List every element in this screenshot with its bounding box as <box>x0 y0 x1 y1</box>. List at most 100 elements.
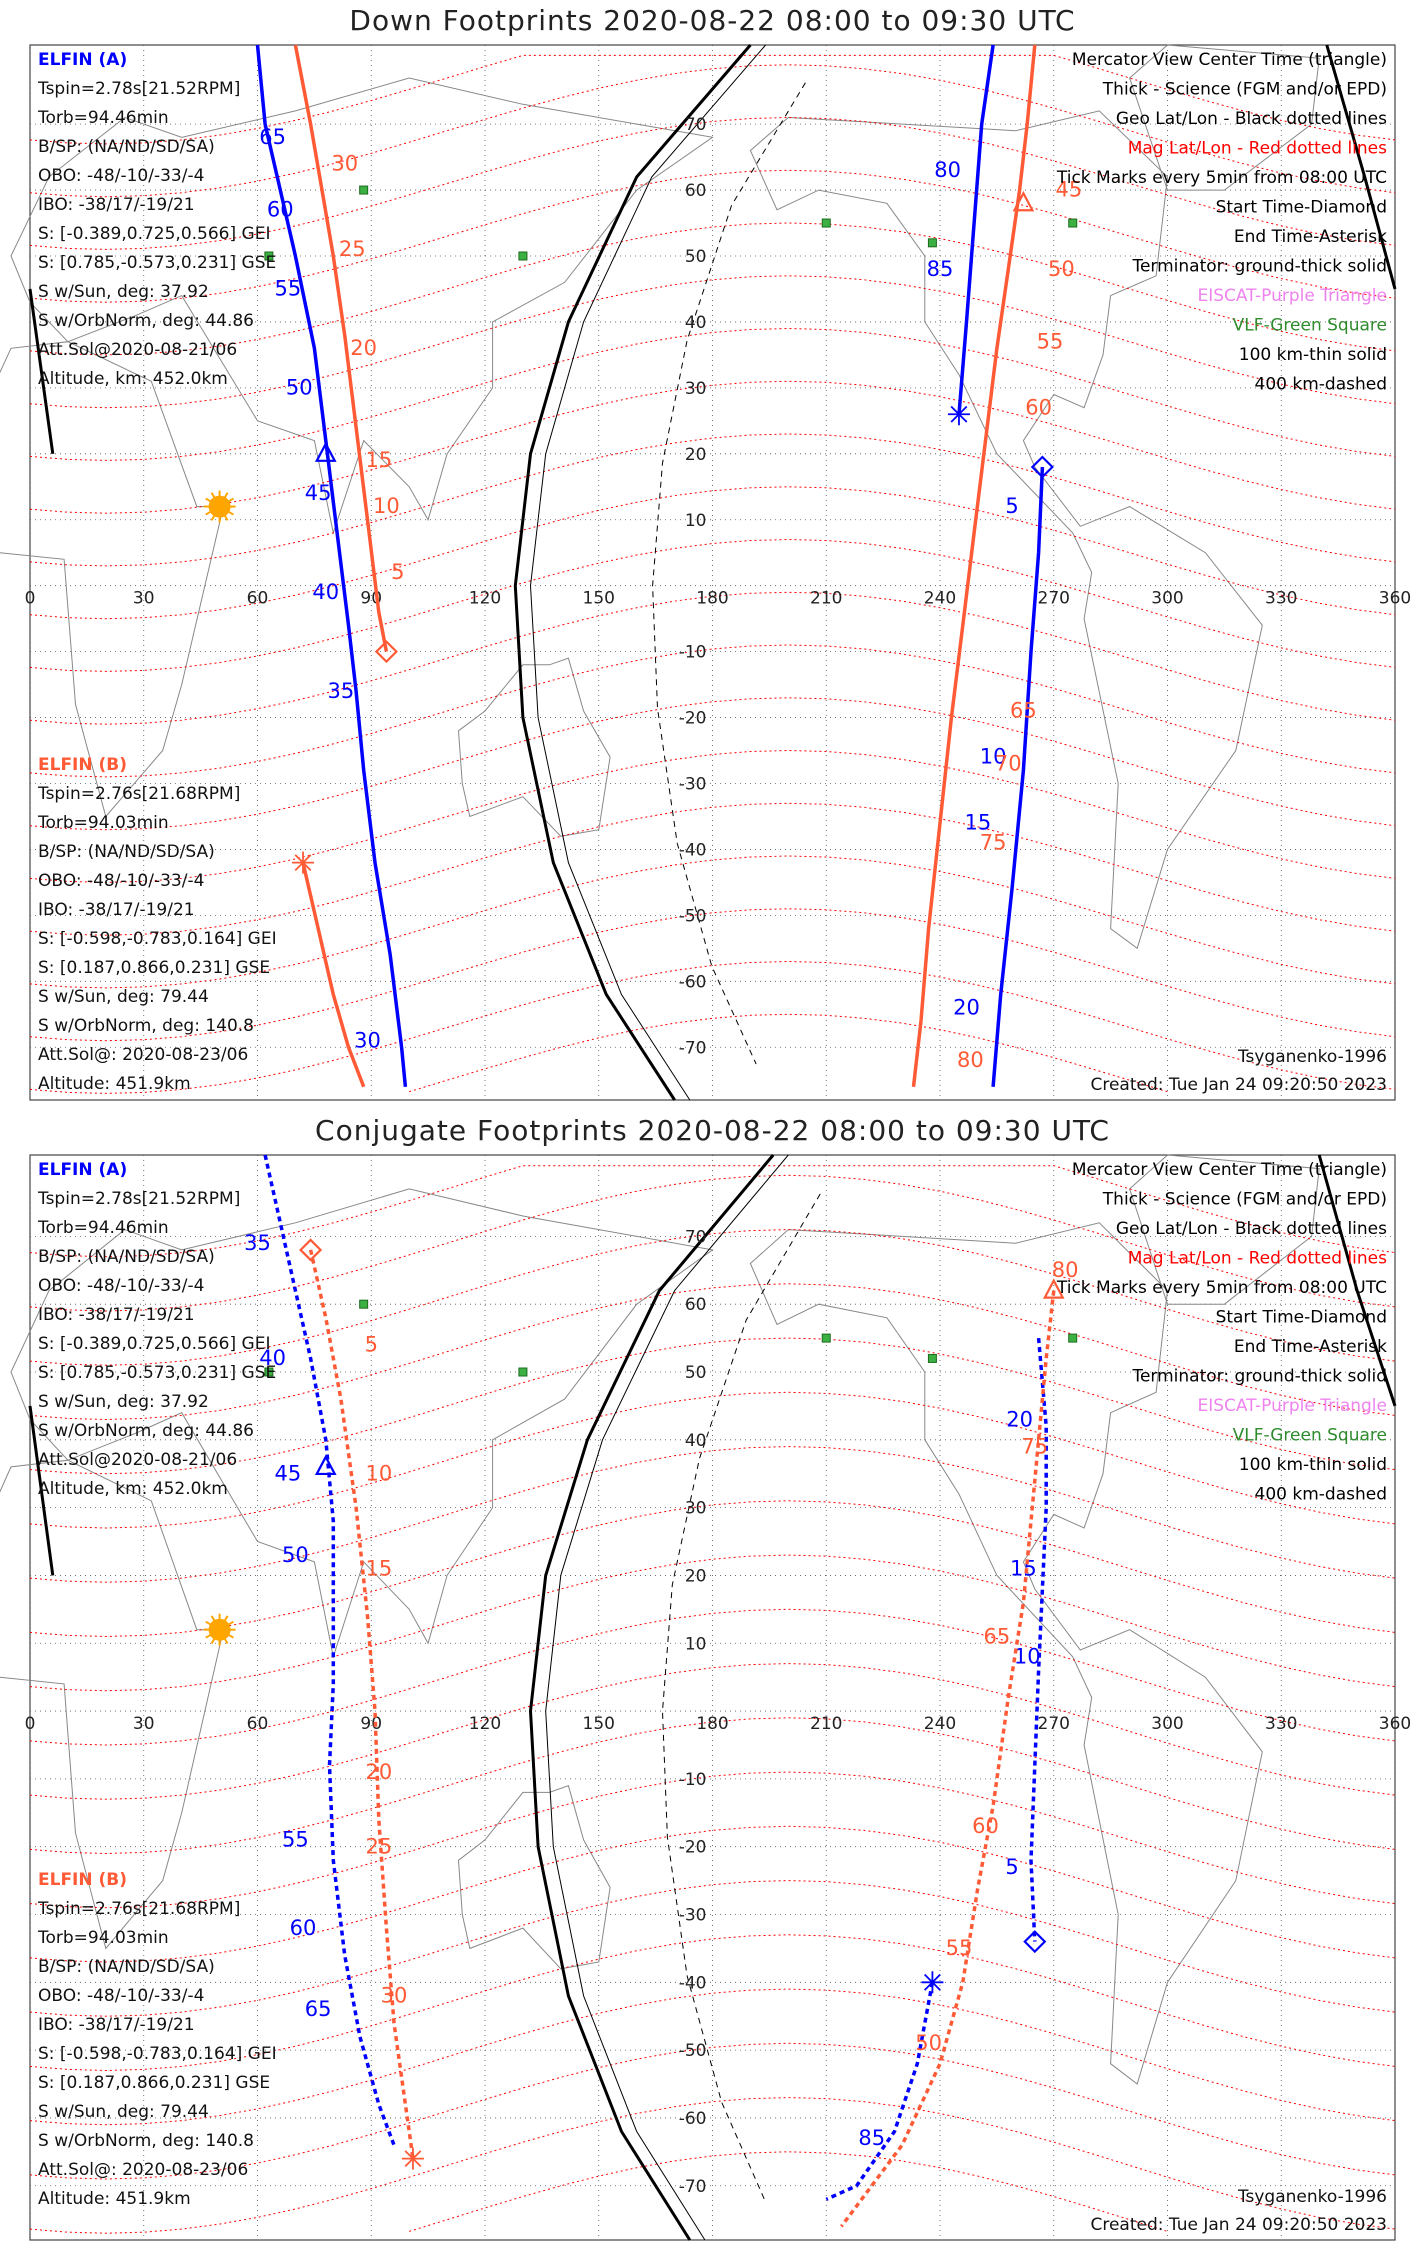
orbit-tick-label: 10 <box>365 1462 392 1486</box>
x-tick-label: 330 <box>1265 1714 1297 1734</box>
x-tick-label: 210 <box>810 1714 842 1734</box>
x-tick-label: 120 <box>469 589 501 609</box>
vlf-site-marker <box>821 1333 831 1343</box>
vlf-site-marker <box>1068 218 1078 228</box>
elfin-a-info-line: IBO: -38/17/-19/21 <box>38 195 195 215</box>
x-tick-label: 90 <box>360 1714 382 1734</box>
elfin-b-info-line: B/SP: (NA/ND/SD/SA) <box>38 842 215 862</box>
legend-entry: Thick - Science (FGM and/or EPD) <box>1102 80 1387 100</box>
orbit-tick-label: 20 <box>365 1760 392 1784</box>
vlf-site-marker <box>518 1367 528 1377</box>
elfin-a-info-line: B/SP: (NA/ND/SD/SA) <box>38 137 215 157</box>
y-tick-label: 50 <box>685 247 707 267</box>
orbit-tick-label: 30 <box>354 1028 381 1052</box>
y-tick-label: 20 <box>685 445 707 465</box>
coastline <box>0 1459 225 1950</box>
orbit-tick-label: 15 <box>365 1556 392 1580</box>
down-footprints-chart: 0 30 60 90 120 150 180 210 240 270 300 330 360706050… <box>0 44 1411 1101</box>
coastline <box>0 341 225 818</box>
y-tick-label: 30 <box>685 1499 707 1519</box>
orbit-tick-label: 15 <box>365 448 392 472</box>
model-label: Tsyganenko-1996 <box>1237 2187 1387 2207</box>
legend-entry: Geo Lat/Lon - Black dotted lines <box>1116 1219 1387 1239</box>
orbit-tick-label: 60 <box>290 1916 317 1940</box>
orbit-track <box>293 44 389 652</box>
y-tick-label: -50 <box>679 906 707 926</box>
x-tick-label: 330 <box>1265 589 1297 609</box>
x-tick-label: 0 <box>25 589 36 609</box>
orbit-tick-label: 15 <box>965 811 992 835</box>
orbit-tick-label: 20 <box>953 995 980 1019</box>
legend-entry: Thick - Science (FGM and/or EPD) <box>1102 1190 1387 1210</box>
y-tick-label: 30 <box>685 379 707 399</box>
x-tick-label: 120 <box>469 1714 501 1734</box>
elfin-b-info-line: Torb=94.03min <box>37 1928 169 1948</box>
orbit-tick-label: 80 <box>934 158 961 182</box>
orbit-tick-label: 25 <box>339 237 366 261</box>
legend-entry: Start Time-Diamond <box>1216 1308 1387 1328</box>
elfin-a-info-line: Tspin=2.78s[21.52RPM] <box>37 79 240 99</box>
elfin-b-info-line: Altitude: 451.9km <box>38 2189 191 2209</box>
elfin-a-info-line: OBO: -48/-10/-33/-4 <box>38 166 204 186</box>
orbit-tick-label: 55 <box>274 277 301 301</box>
legend-entry: VLF-Green Square <box>1233 1426 1387 1446</box>
x-tick-label: 180 <box>696 1714 728 1734</box>
y-tick-label: -50 <box>679 2041 707 2061</box>
elfin-a-info-line: S w/OrbNorm, deg: 44.86 <box>38 311 254 331</box>
start-time-diamond-marker <box>1023 1930 1047 1954</box>
orbit-tick-label: 30 <box>331 151 358 175</box>
elfin-a-info-line: S w/Sun, deg: 37.92 <box>38 282 209 302</box>
elfin-a-info-line: Att.Sol@2020-08-21/06 <box>38 1450 237 1470</box>
orbit-tick-label: 10 <box>373 494 400 518</box>
orbit-tick-label: 50 <box>915 2031 942 2055</box>
legend-entry: Start Time-Diamond <box>1216 198 1387 218</box>
orbit-tick-label: 45 <box>274 1462 301 1486</box>
orbit-tick-label: 65 <box>305 1997 332 2021</box>
orbit-track <box>255 44 408 1087</box>
start-time-diamond-marker <box>299 1238 323 1262</box>
orbit-tick-label: 75 <box>1021 1434 1048 1458</box>
y-tick-label: 40 <box>685 313 707 333</box>
vlf-site-marker <box>264 1367 274 1377</box>
asterisk-stroke <box>404 2150 422 2168</box>
elfin-b-info-line: S: [-0.598,-0.783,0.164] GEI <box>38 929 277 949</box>
end-time-asterisk-marker <box>921 1971 944 1994</box>
y-tick-label: -40 <box>679 1973 707 1993</box>
orbit-tick-label: 80 <box>1052 1258 1079 1282</box>
legend-entry: EISCAT-Purple Triangle <box>1197 286 1387 306</box>
y-tick-label: -70 <box>679 1038 707 1058</box>
terminator-ground <box>528 1154 775 2241</box>
elfin-b-info-line: Torb=94.03min <box>37 813 169 833</box>
mag-parallel <box>29 380 1396 514</box>
orbit-track <box>1029 1337 1048 1942</box>
legend-entry: Geo Lat/Lon - Black dotted lines <box>1116 109 1387 129</box>
chart-title: Down Footprints 2020-08-22 08:00 to 09:3… <box>349 4 1076 37</box>
terminator-ground <box>28 1405 55 1576</box>
end-time-asterisk-marker <box>292 851 314 874</box>
coastline <box>1129 44 1320 191</box>
elfin-b-info-line: Tspin=2.76s[21.68RPM] <box>37 784 240 804</box>
mag-parallel <box>29 54 1396 145</box>
y-tick-label: 20 <box>685 1566 707 1586</box>
elfin-a-info-line: IBO: -38/17/-19/21 <box>38 1305 195 1325</box>
elfin-a-info-line: S: [0.785,-0.573,0.231] GSE <box>38 253 276 273</box>
vlf-site-marker <box>1068 1333 1078 1343</box>
x-tick-label: 300 <box>1151 1714 1183 1734</box>
x-tick-label: 210 <box>810 589 842 609</box>
mag-parallel <box>29 1165 1396 1258</box>
x-tick-label: 30 <box>133 1714 155 1734</box>
mag-parallel <box>29 591 1396 725</box>
coastline <box>457 1785 611 1970</box>
created-timestamp: Created: Tue Jan 24 09:20:50 2023 <box>1090 1075 1387 1095</box>
x-tick-label: 300 <box>1151 589 1183 609</box>
elfin-a-info-line: Altitude, km: 452.0km <box>38 369 228 389</box>
y-tick-label: 40 <box>685 1431 707 1451</box>
y-tick-label: 50 <box>685 1363 707 1383</box>
mag-parallel <box>409 1013 1168 1093</box>
elfin-b-info-line: OBO: -48/-10/-33/-4 <box>38 871 204 891</box>
elfin-b-info-line: S w/OrbNorm, deg: 140.8 <box>38 2131 254 2151</box>
elfin-b-info-line: Att.Sol@: 2020-08-23/06 <box>38 1045 248 1065</box>
asterisk-stroke <box>294 854 312 872</box>
terminator-ground <box>1325 44 1397 290</box>
end-time-asterisk-marker <box>401 2147 424 2170</box>
